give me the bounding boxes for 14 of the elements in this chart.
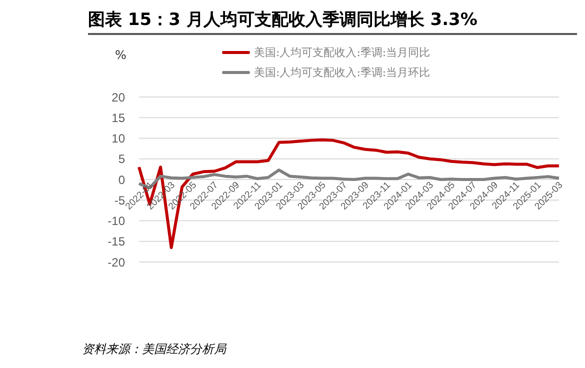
text: 资料来源：美国经济分析局 [82,341,226,358]
y-tick-label: 10 [112,132,126,146]
chart-title: 图表 15：3 月人均可支配收入季调同比增长 3.3% [88,8,577,35]
legend-label: 美国:人均可支配收入:季调:当月同比 [253,44,430,60]
y-axis-title: % [115,48,126,62]
y-tick-label: 15 [112,110,126,125]
y-tick-label: 20 [112,90,126,104]
y-tick-label: 5 [118,152,126,166]
y-tick-label: -15 [108,234,126,249]
y-tick-label: -20 [108,255,126,270]
y-tick-label: 0 [118,172,126,187]
y-tick-label: -10 [108,214,126,228]
legend-label: 美国:人均可支配收入:季调:当月环比 [253,64,430,80]
y-tick-label: -5 [114,193,126,208]
